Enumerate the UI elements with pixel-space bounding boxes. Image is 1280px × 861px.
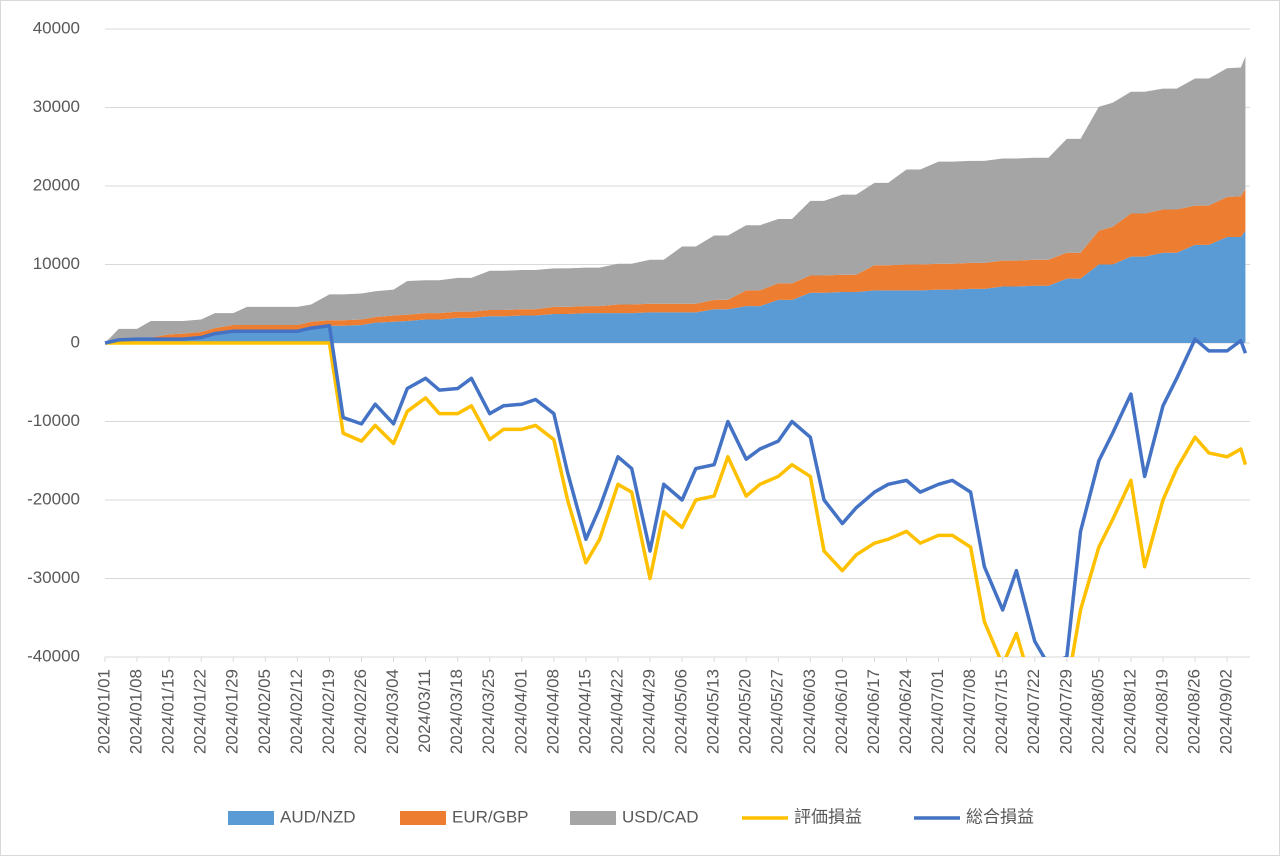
legend-swatch: [570, 811, 616, 825]
x-tick-label: 2024/02/26: [351, 669, 370, 754]
x-tick-label: 2024/06/10: [832, 669, 851, 754]
x-tick-label: 2024/08/05: [1088, 669, 1107, 754]
x-tick-label: 2024/02/19: [319, 669, 338, 754]
legend-swatch: [228, 811, 274, 825]
area: [105, 56, 1246, 343]
x-tick-label: 2024/04/01: [511, 669, 530, 754]
y-tick-label: -10000: [27, 411, 80, 430]
line: [105, 341, 1248, 657]
x-tick-label: 2024/04/29: [640, 669, 659, 754]
y-tick-label: 30000: [33, 97, 80, 116]
x-tick-label: 2024/02/12: [287, 669, 306, 754]
y-tick-label: -40000: [27, 646, 80, 665]
legend-label: 総合損益: [966, 807, 1034, 826]
x-tick-label: 2024/07/01: [928, 669, 947, 754]
line: [104, 323, 1248, 657]
x-tick-label: 2024/03/25: [479, 669, 498, 754]
y-tick-label: 0: [71, 332, 80, 351]
x-tick-label: 2024/06/24: [896, 669, 915, 754]
legend-label: USD/CAD: [622, 807, 699, 826]
legend-label: EUR/GBP: [452, 807, 529, 826]
x-tick-label: 2024/01/01: [94, 669, 113, 754]
y-tick-label: 20000: [33, 175, 80, 194]
x-tick-label: 2024/07/15: [992, 669, 1011, 754]
x-tick-label: 2024/02/05: [255, 669, 274, 754]
y-tick-label: -20000: [27, 489, 80, 508]
legend-label: 評価損益: [794, 807, 862, 826]
x-tick-label: 2024/04/15: [575, 669, 594, 754]
plot-area: [104, 56, 1248, 657]
x-tick-label: 2024/06/03: [800, 669, 819, 754]
y-tick-label: -30000: [27, 568, 80, 587]
legend-label: AUD/NZD: [280, 807, 356, 826]
x-tick-label: 2024/05/27: [768, 669, 787, 754]
x-tick-label: 2024/06/17: [864, 669, 883, 754]
y-tick-label: 40000: [33, 18, 80, 37]
x-tick-label: 2024/08/19: [1152, 669, 1171, 754]
x-tick-label: 2024/07/08: [960, 669, 979, 754]
x-tick-label: 2024/04/08: [543, 669, 562, 754]
x-tick-label: 2024/05/20: [736, 669, 755, 754]
x-tick-label: 2024/01/29: [223, 669, 242, 754]
x-tick-label: 2024/08/12: [1120, 669, 1139, 754]
x-tick-label: 2024/05/06: [672, 669, 691, 754]
x-tick-label: 2024/05/13: [704, 669, 723, 754]
x-tick-label: 2024/04/22: [607, 669, 626, 754]
x-tick-label: 2024/03/04: [383, 669, 402, 754]
area: [105, 230, 1246, 343]
x-tick-label: 2024/07/29: [1056, 669, 1075, 754]
legend-swatch: [400, 811, 446, 825]
x-tick-label: 2024/08/26: [1185, 669, 1204, 754]
x-tick-label: 2024/03/11: [415, 669, 434, 753]
x-tick-label: 2024/09/02: [1217, 669, 1236, 754]
x-tick-label: 2024/01/22: [191, 669, 210, 754]
area: [105, 189, 1246, 343]
x-tick-label: 2024/07/22: [1024, 669, 1043, 754]
x-tick-label: 2024/03/18: [447, 669, 466, 754]
x-tick-label: 2024/01/08: [127, 669, 146, 754]
y-tick-label: 10000: [33, 254, 80, 273]
x-tick-label: 2024/01/15: [159, 669, 178, 754]
